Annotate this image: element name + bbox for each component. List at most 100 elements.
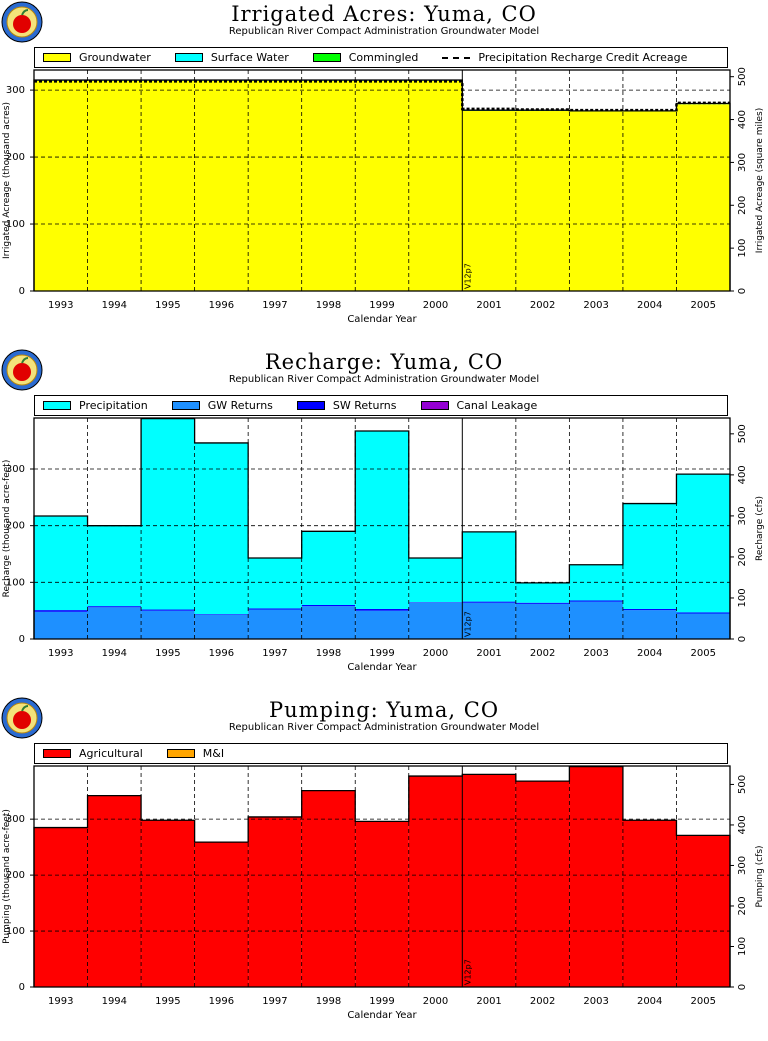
- legend-item-commingled: Commingled: [312, 51, 419, 64]
- x-tick-label: 1996: [209, 648, 234, 659]
- bar-groundwater-1999: [355, 80, 409, 291]
- y-right-tick-label: 0: [737, 288, 748, 294]
- x-axis-label: Calendar Year: [347, 314, 417, 325]
- y-tick-label: 200: [6, 521, 25, 532]
- bar-precipitation-1993: [34, 516, 88, 611]
- bar-precipitation-1995: [141, 418, 195, 610]
- bar-precipitation-2000: [408, 557, 463, 603]
- bar-precipitation-1996: [194, 442, 249, 615]
- x-tick-label: 1997: [262, 996, 287, 1007]
- x-axis-label: Calendar Year: [347, 662, 417, 673]
- bar-agricultural-2001: [462, 774, 516, 987]
- x-tick-label: 1996: [209, 996, 234, 1007]
- chart-subtitle: Republican River Compact Administration …: [228, 374, 540, 385]
- bar-gw-returns-1996: [194, 614, 249, 639]
- bar-groundwater-2001: [462, 110, 516, 291]
- bar-precipitation-2001: [462, 531, 516, 602]
- bar-gw-returns-1998: [301, 606, 356, 639]
- y-tick-label: 300: [6, 85, 25, 96]
- x-tick-label: 1996: [209, 300, 234, 311]
- y-right-axis-label: Recharge (cfs): [755, 496, 765, 561]
- bar-groundwater-1997: [248, 80, 302, 291]
- legend-label: Commingled: [348, 51, 419, 64]
- legend-label: Precipitation: [79, 399, 148, 412]
- legend-swatch: [171, 401, 200, 410]
- legend-item-surface-water: Surface Water: [174, 51, 289, 64]
- y-right-tick-label: 200: [737, 896, 748, 915]
- y-tick-label: 0: [19, 286, 25, 297]
- bar-gw-returns-1993: [34, 611, 88, 639]
- bar-agricultural-1994: [87, 795, 142, 987]
- bar-agricultural-2004: [622, 820, 677, 987]
- legend-swatch: [312, 53, 341, 62]
- bar-groundwater-1995: [141, 80, 195, 291]
- model-version-marker-label: V12p7: [463, 959, 472, 985]
- recharge-panel: Recharge: Yuma, CO Republican River Comp…: [0, 348, 768, 693]
- x-tick-label: 1997: [262, 648, 287, 659]
- irrigated-acres-panel: Irrigated Acres: Yuma, CO Republican Riv…: [0, 0, 768, 345]
- pumping-chart: 0 100 200 300 V12p7 0 100 200 300 400 500 1993 1994 1…: [2, 765, 765, 1021]
- bar-gw-returns-1997: [248, 609, 302, 639]
- bar-groundwater-2003: [569, 111, 623, 291]
- x-tick-label: 2005: [691, 648, 716, 659]
- bar-sw-returns-1999: [355, 608, 409, 611]
- bar-gw-returns-1994: [87, 607, 142, 639]
- x-tick-label: 2001: [476, 648, 501, 659]
- x-axis-label: Calendar Year: [347, 1010, 417, 1021]
- model-version-marker-label: V12p7: [463, 611, 472, 637]
- x-tick-label: 2004: [637, 996, 662, 1007]
- legend-label: Surface Water: [210, 51, 289, 64]
- legend-label: SW Returns: [332, 399, 397, 412]
- x-tick-label: 2000: [423, 300, 448, 311]
- x-tick-label: 1993: [48, 648, 73, 659]
- y-tick-label: 0: [19, 634, 25, 645]
- bar-precipitation-2005: [676, 474, 730, 613]
- y-right-tick-label: 500: [737, 67, 748, 86]
- legend-label: M&I: [202, 747, 225, 760]
- bar-groundwater-1996: [194, 80, 249, 291]
- x-tick-label: 1995: [155, 300, 180, 311]
- y-right-tick-label: 500: [737, 424, 748, 443]
- y-right-tick-label: 0: [737, 984, 748, 990]
- legend-swatch: [442, 56, 471, 59]
- legend-item-agricultural: Agricultural: [43, 747, 143, 760]
- bar-agricultural-1999: [355, 821, 409, 987]
- bar-sw-returns-1993: [34, 610, 88, 612]
- legend-item-gw-returns: GW Returns: [171, 399, 273, 412]
- x-tick-label: 2004: [637, 300, 662, 311]
- plot-frame: [33, 765, 731, 988]
- bar-agricultural-2000: [408, 776, 463, 987]
- y-right-tick-label: 400: [737, 815, 748, 834]
- y-right-tick-label: 200: [737, 196, 748, 215]
- bar-groundwater-1993: [34, 80, 88, 291]
- bar-agricultural-1996: [194, 842, 249, 987]
- bar-groundwater-1994: [87, 80, 142, 291]
- x-tick-label: 1998: [316, 996, 341, 1007]
- x-tick-label: 1995: [155, 996, 180, 1007]
- x-tick-label: 1999: [369, 648, 394, 659]
- chart-title: Pumping: Yuma, CO: [268, 698, 500, 722]
- x-tick-label: 1994: [102, 300, 127, 311]
- bar-sw-returns-1997: [248, 608, 302, 610]
- bar-sw-returns-2004: [622, 608, 677, 611]
- y-right-tick-label: 300: [737, 506, 748, 525]
- bar-gw-returns-2001: [462, 602, 516, 639]
- x-tick-label: 2004: [637, 648, 662, 659]
- chart-title: Irrigated Acres: Yuma, CO: [231, 2, 537, 26]
- bar-agricultural-1995: [141, 820, 195, 987]
- x-tick-label: 2003: [583, 996, 608, 1007]
- y-tick-label: 100: [6, 577, 25, 588]
- y-tick-label: 100: [6, 926, 25, 937]
- chart-legend: Groundwater Surface Water Commingled Precip…: [34, 47, 728, 68]
- x-tick-label: 2005: [691, 300, 716, 311]
- bar-precipitation-1999: [355, 431, 409, 609]
- y-axis-label: Recharge (thousand acre-feet): [2, 460, 12, 598]
- x-tick-label: 1994: [102, 648, 127, 659]
- x-tick-label: 1994: [102, 996, 127, 1007]
- model-version-marker-label: V12p7: [463, 263, 472, 289]
- bar-groundwater-2002: [515, 110, 570, 291]
- chart-legend: Agricultural M&I: [34, 743, 728, 764]
- y-right-tick-label: 100: [737, 239, 748, 258]
- legend-swatch: [174, 53, 203, 62]
- y-right-axis-label: Irrigated Acreage (square miles): [755, 108, 765, 253]
